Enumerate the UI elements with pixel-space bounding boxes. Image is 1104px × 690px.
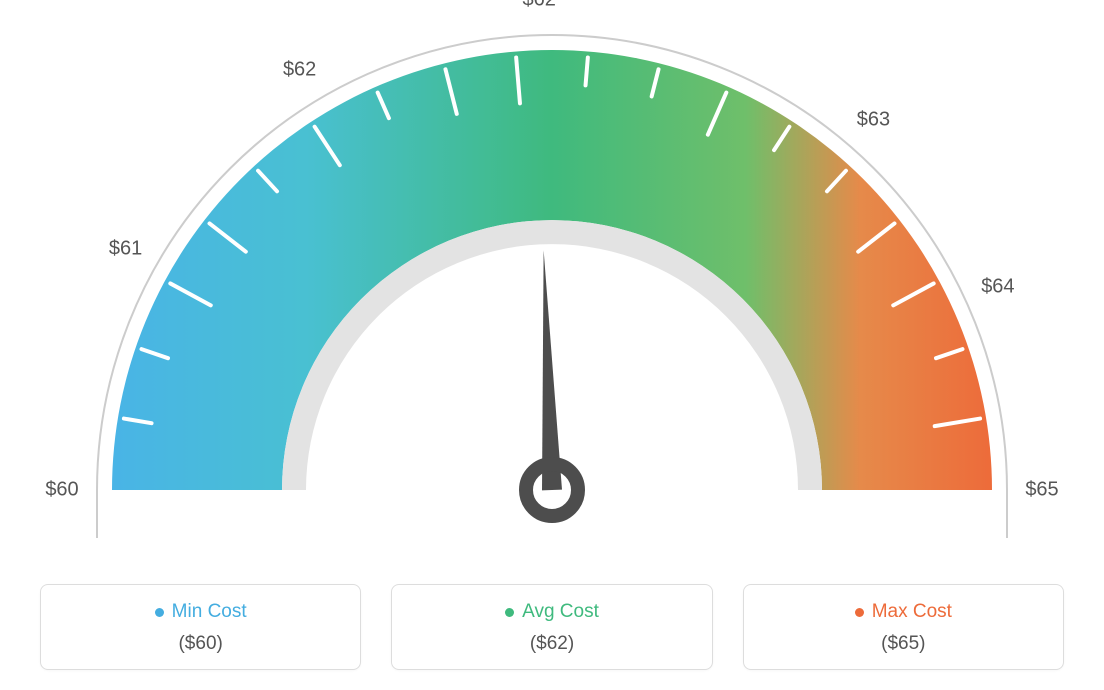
gauge-scale-label: $60	[45, 479, 78, 502]
chart-container: $60 $61 $62 $62 $63 $64 $65 Min Cost ($60) Avg C…	[0, 0, 1104, 690]
gauge-scale-label: $62	[283, 58, 316, 81]
legend-card: Max Cost ($65)	[743, 584, 1064, 670]
legend-row: Min Cost ($60) Avg Cost ($62) Max Cost ($65)	[40, 584, 1064, 670]
legend-value: ($65)	[744, 633, 1063, 655]
legend-card: Min Cost ($60)	[40, 584, 361, 670]
legend-title-text: Avg Cost	[522, 601, 599, 623]
gauge-scale-label: $63	[857, 109, 890, 132]
gauge-scale-label: $64	[981, 275, 1014, 298]
legend-title-text: Max Cost	[872, 601, 952, 623]
gauge-scale-label: $62	[522, 0, 555, 12]
legend-dot-icon	[505, 608, 514, 617]
gauge: $60 $61 $62 $62 $63 $64 $65	[0, 0, 1104, 560]
gauge-scale-label: $65	[1025, 479, 1058, 502]
legend-value: ($60)	[41, 633, 360, 655]
legend-value: ($62)	[392, 633, 711, 655]
legend-title: Min Cost	[155, 601, 247, 623]
gauge-scale-label: $61	[109, 237, 142, 260]
legend-title: Max Cost	[855, 601, 952, 623]
legend-title-text: Min Cost	[172, 601, 247, 623]
legend-card: Avg Cost ($62)	[391, 584, 712, 670]
legend-title: Avg Cost	[505, 601, 599, 623]
legend-dot-icon	[155, 608, 164, 617]
legend-dot-icon	[855, 608, 864, 617]
